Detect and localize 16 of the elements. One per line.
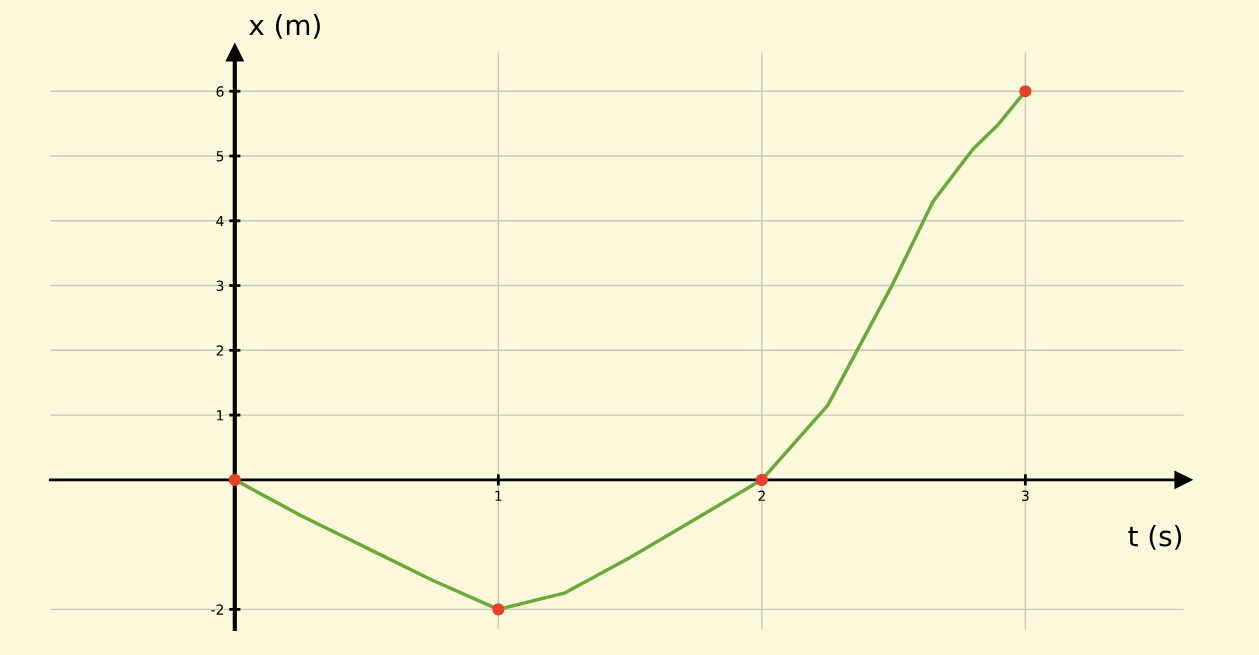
x-tick-label: 1 [495, 490, 502, 501]
y-tick-label: 5 [216, 151, 224, 162]
y-axis-title: x (m) [249, 14, 320, 39]
y-tick-label: 4 [216, 215, 224, 227]
y-tick-label: -2 [211, 604, 224, 615]
point [1019, 85, 1032, 98]
y-tick-label: 6 [216, 86, 224, 97]
point [228, 473, 241, 486]
y-tick-label: 2 [216, 345, 224, 356]
x-tick-label: 3 [1021, 490, 1029, 502]
x-axis-title: t (s) [1128, 525, 1182, 550]
x-tick-label: 2 [758, 490, 765, 501]
y-tick-label: 1 [217, 410, 224, 421]
point [492, 603, 505, 616]
y-tick-label: 3 [216, 280, 224, 292]
point [755, 473, 768, 486]
